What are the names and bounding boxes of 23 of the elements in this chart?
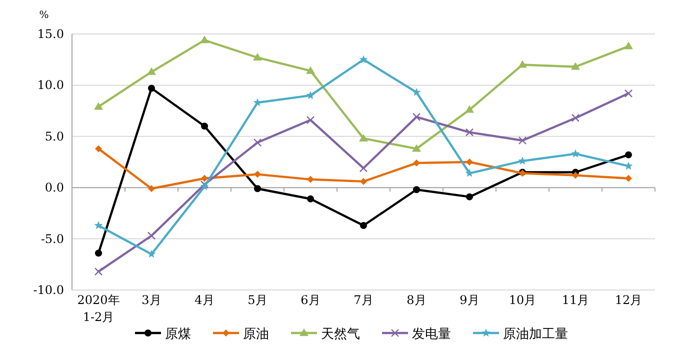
x-tick-label: 9月	[460, 293, 480, 307]
x-tick-label: 4月	[194, 293, 214, 307]
x-tick-label: 2020年 1-2月	[77, 293, 120, 324]
y-tick-label: 0.0	[44, 180, 64, 195]
legend-label: 原油	[243, 327, 269, 342]
x-tick-label: 5月	[248, 293, 268, 307]
y-tick-label: -5.0	[40, 232, 64, 246]
y-tick-label: 15.0	[37, 27, 64, 41]
x-tick-label: 6月	[300, 293, 320, 307]
y-tick-label: 10.0	[37, 78, 64, 92]
x-tick-label: 7月	[354, 293, 374, 307]
legend-label: 原油加工量	[503, 327, 568, 342]
legend-label: 天然气	[321, 327, 360, 342]
legend-label: 原煤	[165, 327, 191, 342]
y-tick-label: 5.0	[44, 129, 64, 144]
x-tick-label: 11月	[562, 293, 590, 307]
x-tick-label: 8月	[406, 293, 426, 307]
x-tick-label: 12月	[614, 293, 642, 307]
x-tick-label: 3月	[142, 293, 162, 307]
y-tick-label: -10.0	[33, 283, 64, 297]
legend-label: 发电量	[412, 327, 451, 342]
y-axis-title: %	[39, 10, 49, 21]
x-tick-label: 10月	[508, 293, 536, 307]
